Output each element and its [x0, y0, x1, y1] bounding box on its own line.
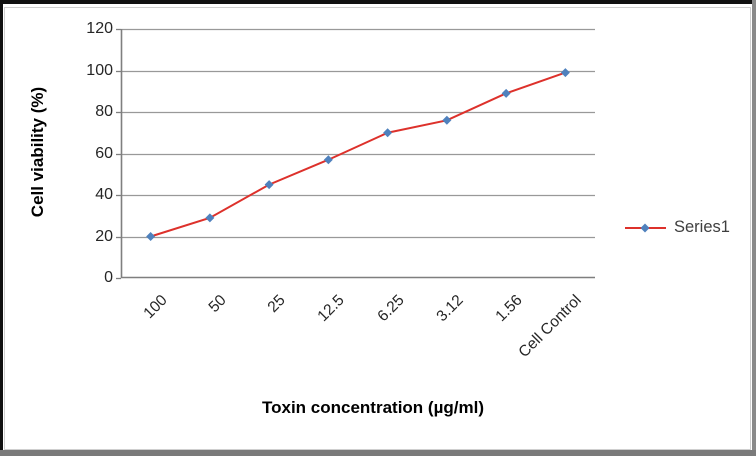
data-point-marker-Cell Control: [560, 68, 570, 78]
y-tick-label-0: 0: [104, 269, 113, 286]
frame-border-top: [0, 0, 756, 4]
legend-series-label: Series1: [674, 218, 730, 236]
y-tick-label-100: 100: [86, 61, 113, 79]
y-tick-label-20: 20: [95, 227, 113, 245]
series-line-Series1: [150, 71, 566, 238]
frame-border-bottom: [0, 450, 756, 456]
legend-series-marker-icon: [625, 223, 666, 232]
frame-border-right: [752, 0, 756, 456]
x-axis-title: Toxin concentration (µg/ml): [262, 398, 484, 417]
data-point-marker-1.56: [501, 88, 511, 98]
data-point-marker-25: [264, 180, 274, 190]
data-point-marker-6.25: [383, 128, 393, 138]
y-tick-label-40: 40: [95, 186, 113, 203]
data-point-marker-50: [205, 213, 215, 223]
frame-border-left: [0, 0, 3, 456]
data-point-marker-12.5: [323, 155, 333, 165]
y-tick-label-80: 80: [95, 103, 113, 120]
data-point-marker-100: [146, 232, 156, 241]
legend-diamond-icon: [640, 223, 650, 232]
legend: Series1: [624, 217, 730, 238]
data-point-marker-3.12: [442, 115, 452, 125]
y-axis-title: Cell viability (%): [28, 86, 47, 218]
y-tick-label-60: 60: [95, 144, 113, 162]
y-tick-label-120: 120: [86, 20, 113, 37]
